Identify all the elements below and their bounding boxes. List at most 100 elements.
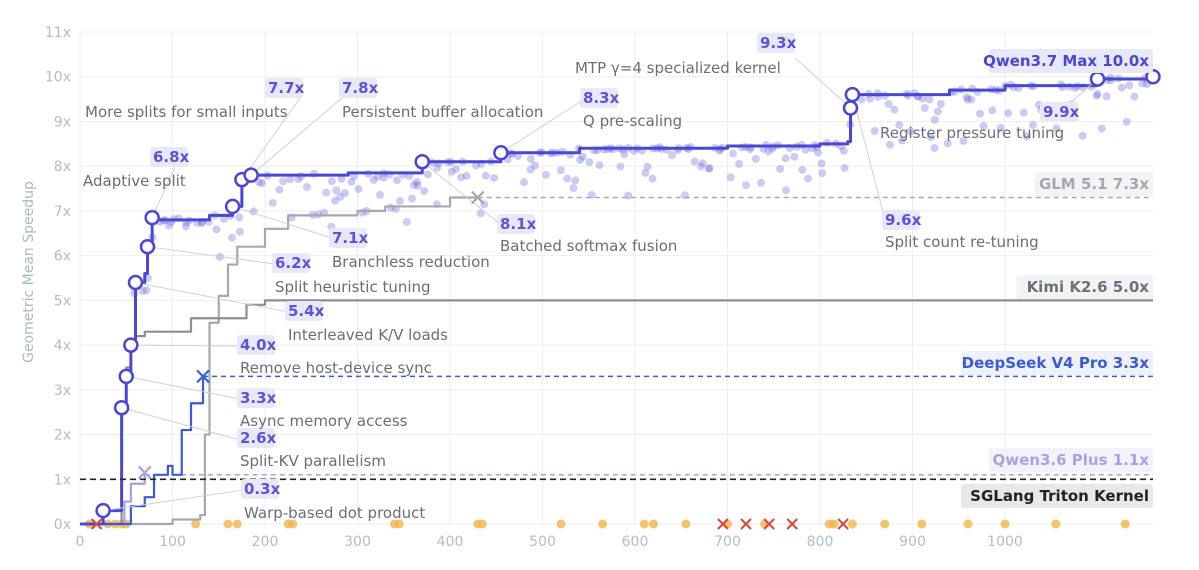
baseline-attempt-point xyxy=(1000,519,1010,529)
series-end-x-2 xyxy=(470,190,485,205)
annotation-leader xyxy=(250,97,343,176)
annotation-value-bg xyxy=(580,88,618,108)
attempt-point xyxy=(337,174,346,183)
annotation-leader xyxy=(241,97,301,180)
annotation-value: 8.3x xyxy=(583,89,620,107)
attempt-point xyxy=(668,151,677,160)
attempt-point xyxy=(530,161,539,170)
annotation-leader xyxy=(103,489,245,512)
milestone-marker xyxy=(127,274,144,291)
attempt-point xyxy=(369,175,378,184)
attempt-point xyxy=(884,100,893,109)
attempt-point xyxy=(138,286,147,295)
attempt-point xyxy=(341,188,350,197)
attempt-point xyxy=(447,167,456,176)
attempt-point xyxy=(790,152,799,161)
baseline-attempt-point xyxy=(232,519,242,529)
attempt-point xyxy=(1078,131,1087,140)
series-label-bg xyxy=(1034,172,1153,196)
milestone-marker xyxy=(95,502,111,519)
attempt-point xyxy=(578,152,587,161)
series-label: Kimi K2.6 5.0x xyxy=(1027,278,1150,296)
annotation-leader xyxy=(121,407,241,441)
attempt-point xyxy=(520,178,529,187)
baseline-attempt-point xyxy=(191,519,201,529)
series-label: DeepSeek V4 Pro 3.3x xyxy=(962,354,1150,372)
failed-attempt-marker xyxy=(763,518,775,530)
attempt-point xyxy=(704,164,713,173)
annotation-text: Branchless reduction xyxy=(332,253,490,271)
attempt-point xyxy=(776,164,785,173)
attempt-point xyxy=(526,165,535,174)
attempt-point xyxy=(930,115,939,124)
attempt-point xyxy=(576,155,585,164)
attempt-point xyxy=(235,227,244,236)
baseline-attempt-point xyxy=(1051,519,1061,529)
x-stroke xyxy=(740,518,752,530)
attempt-point xyxy=(452,165,461,174)
attempt-point xyxy=(818,169,827,178)
baseline-attempt-point xyxy=(598,519,608,529)
attempt-point xyxy=(1028,121,1037,130)
attempt-point xyxy=(420,187,429,196)
annotation-value-bg xyxy=(272,253,310,273)
attempt-point xyxy=(620,150,629,159)
x-tick-label: 100 xyxy=(159,534,186,550)
attempt-point xyxy=(569,184,578,193)
annotation-text: Register pressure tuning xyxy=(880,124,1064,142)
failed-attempt-marker xyxy=(717,518,729,530)
attempt-point xyxy=(294,175,303,184)
x-tick-label: 800 xyxy=(807,534,834,550)
x-stroke xyxy=(137,465,152,480)
attempt-point xyxy=(925,95,934,104)
series-line-1 xyxy=(80,376,205,526)
attempt-point xyxy=(757,178,766,187)
attempt-point xyxy=(1093,90,1102,99)
baseline-attempt-point xyxy=(223,519,233,529)
attempt-point xyxy=(641,168,650,177)
annotation-value: 3.3x xyxy=(240,389,277,407)
attempt-point xyxy=(817,159,826,168)
series-label-bg xyxy=(988,448,1153,472)
annotation-value: 0.3x xyxy=(244,480,281,498)
attempt-point xyxy=(332,186,341,195)
annotation-value-bg xyxy=(339,78,377,98)
attempt-point xyxy=(302,182,311,191)
attempt-point xyxy=(782,186,791,195)
baseline-attempt-point xyxy=(760,519,769,529)
annotation-leader xyxy=(151,166,176,218)
annotation-text: Split count re-tuning xyxy=(885,233,1039,251)
attempt-points xyxy=(84,73,1151,529)
series-label: Qwen3.6 Plus 1.1x xyxy=(993,451,1150,469)
y-tick-label: 8x xyxy=(54,159,71,175)
attempt-point xyxy=(327,177,336,186)
failed-attempt-marker xyxy=(786,518,798,530)
baseline-attempt-point xyxy=(288,519,298,529)
baseline-attempt-point xyxy=(880,519,890,529)
attempt-point xyxy=(526,155,535,164)
attempt-point xyxy=(279,177,288,186)
attempt-point xyxy=(275,185,284,194)
attempt-point xyxy=(354,185,363,194)
annotation-value-bg xyxy=(237,428,275,448)
series-end-x-4 xyxy=(137,465,152,480)
baseline-attempt-point xyxy=(847,519,857,529)
x-tick-label: 200 xyxy=(252,534,279,550)
y-tick-label: 0x xyxy=(54,517,71,533)
attempt-point xyxy=(571,176,580,185)
y-tick-label: 7x xyxy=(54,204,71,220)
attempt-point xyxy=(489,173,498,182)
attempt-point xyxy=(472,161,481,170)
annotation-text: Interleaved K/V loads xyxy=(288,326,448,344)
annotation-value-bg xyxy=(150,147,188,167)
attempt-point xyxy=(705,164,714,173)
annotation-value: 4.0x xyxy=(240,336,277,354)
attempt-point xyxy=(235,213,244,222)
attempt-point xyxy=(920,103,929,112)
y-tick-label: 11x xyxy=(45,25,71,41)
annotation-text: Persistent buffer allocation xyxy=(342,103,543,121)
annotation-leader xyxy=(421,161,501,225)
attempt-point xyxy=(412,177,421,186)
attempt-point xyxy=(933,107,942,116)
attempt-point xyxy=(423,170,432,179)
